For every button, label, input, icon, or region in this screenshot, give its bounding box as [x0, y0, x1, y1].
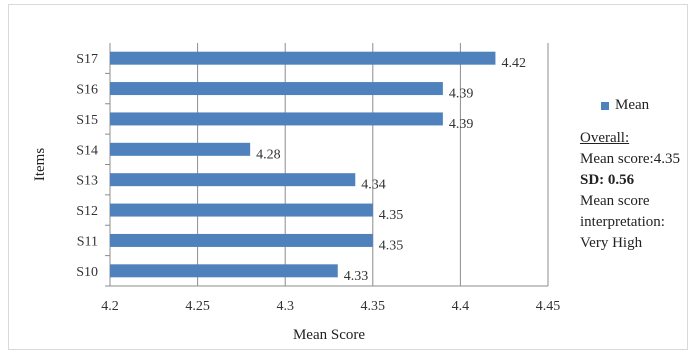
data-label: 4.42	[501, 56, 526, 71]
legend-label: Mean	[615, 97, 650, 113]
interpretation-line-3: Very High	[580, 235, 643, 251]
interpretation-line-2: interpretation:	[580, 214, 665, 230]
bar-s15	[110, 112, 443, 126]
data-label: 4.33	[344, 269, 369, 284]
bar-s12	[110, 203, 373, 217]
labels: 4.2 4.25 4.3 4.35 4.4 4.45 S10 4.33 S11 4.35 S12 4.…	[76, 52, 560, 314]
x-tick-label: 4.3	[276, 299, 294, 314]
category-label: S17	[76, 52, 98, 67]
summary-notes: Overall: Mean score:4.35 SD: 0.56 Mean s…	[580, 128, 680, 254]
interpretation-line-1: Mean score	[580, 193, 650, 209]
axes	[105, 43, 548, 287]
grid-lines	[109, 43, 549, 286]
data-label: 4.35	[379, 238, 404, 253]
data-label: 4.35	[379, 208, 404, 223]
data-label: 4.28	[256, 147, 281, 162]
y-axis-title: Items	[32, 148, 48, 181]
bar-s11	[110, 233, 373, 247]
bar-s10	[110, 264, 338, 278]
category-label: S11	[77, 234, 98, 249]
data-label: 4.39	[449, 117, 474, 132]
bars	[110, 51, 496, 278]
category-label: S13	[76, 174, 98, 189]
category-label: S16	[76, 83, 98, 98]
category-label: S14	[76, 143, 98, 158]
bar-s16	[110, 82, 443, 96]
x-tick-label: 4.25	[185, 299, 210, 314]
data-label: 4.39	[449, 87, 474, 102]
legend: Mean	[601, 97, 649, 114]
legend-swatch	[601, 101, 609, 110]
category-label: S15	[76, 113, 98, 128]
category-label: S10	[76, 265, 98, 280]
bar-s17	[110, 51, 496, 65]
x-tick-label: 4.4	[452, 299, 470, 314]
sd-text: SD: 0.56	[580, 172, 635, 188]
data-label: 4.34	[361, 178, 386, 193]
category-label: S12	[76, 204, 98, 219]
x-tick-label: 4.35	[361, 299, 386, 314]
mean-score-text: Mean score:4.35	[580, 151, 680, 167]
overall-heading: Overall:	[580, 130, 630, 146]
x-tick-label: 4.45	[536, 299, 561, 314]
bar-s13	[110, 173, 356, 187]
bar-s14	[110, 142, 251, 156]
x-tick-label: 4.2	[101, 299, 119, 314]
x-axis-title: Mean Score	[293, 327, 365, 343]
